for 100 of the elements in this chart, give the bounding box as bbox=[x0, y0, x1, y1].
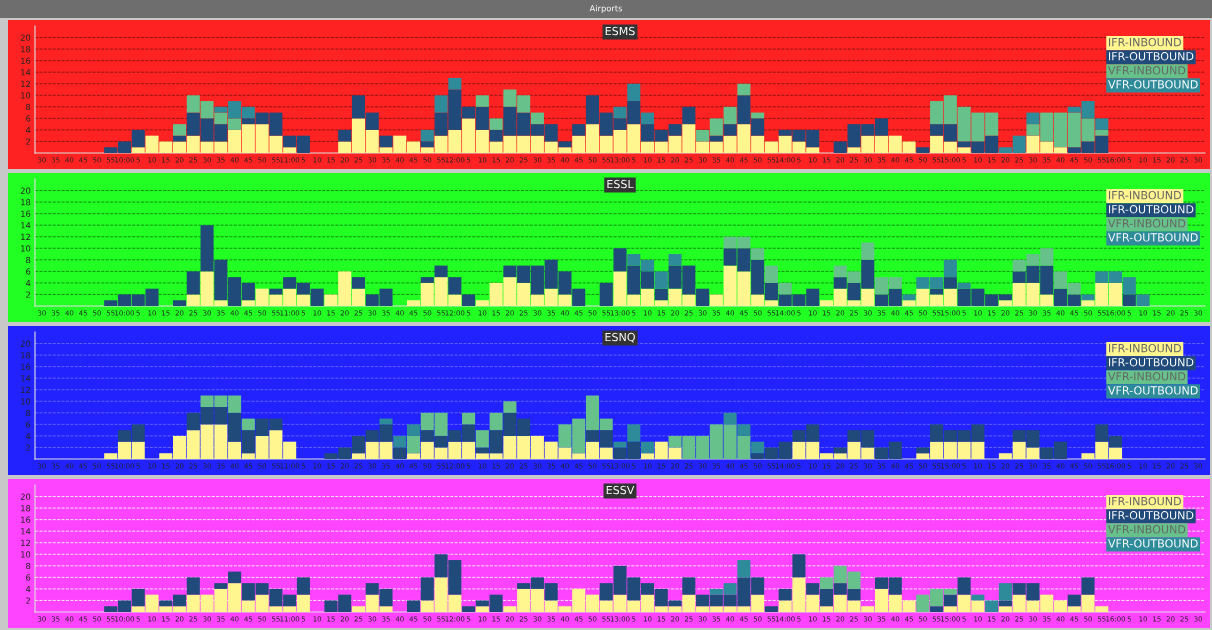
text: IFR-INBOUND bbox=[1109, 343, 1181, 353]
bar bbox=[462, 412, 476, 425]
bar bbox=[778, 282, 792, 295]
bar bbox=[475, 95, 489, 107]
bar bbox=[420, 141, 434, 148]
bar bbox=[489, 118, 503, 130]
y-tick-label: 2 bbox=[26, 291, 30, 298]
y-tick-label: 20 bbox=[20, 340, 31, 347]
bar bbox=[379, 135, 393, 148]
bar bbox=[462, 606, 476, 612]
text: VFR-INBOUND bbox=[1108, 66, 1186, 75]
bar bbox=[172, 124, 187, 136]
bar bbox=[902, 294, 916, 301]
bar bbox=[916, 147, 930, 153]
text: IFR-OUTBOUND bbox=[1109, 52, 1194, 61]
bar bbox=[406, 424, 421, 436]
bar bbox=[1136, 294, 1150, 306]
y-tick-label: 8 bbox=[26, 103, 31, 111]
bar bbox=[530, 112, 544, 125]
bar bbox=[640, 441, 655, 454]
text: IFR-OUTBOUND bbox=[1109, 205, 1194, 214]
y-tick-label: 8 bbox=[26, 562, 31, 570]
bar bbox=[751, 441, 765, 454]
y-tick-label: 12 bbox=[21, 233, 30, 240]
y-tick-label: 4 bbox=[25, 280, 31, 287]
y-tick-label: 16 bbox=[21, 516, 31, 523]
bar bbox=[1122, 294, 1136, 306]
bar bbox=[640, 112, 655, 125]
y-tick-label: 20 bbox=[20, 187, 31, 194]
bar bbox=[723, 412, 737, 425]
bar bbox=[943, 594, 957, 607]
bar bbox=[393, 435, 407, 448]
y-tick-label: 16 bbox=[21, 57, 31, 64]
y-tick-label: 10 bbox=[21, 92, 31, 99]
y-tick-label: 10 bbox=[21, 245, 31, 252]
y-tick-label: 6 bbox=[26, 115, 31, 122]
y-tick-label: 12 bbox=[21, 539, 30, 546]
bar bbox=[943, 277, 957, 289]
text: IFR-OUTBOUND bbox=[1109, 358, 1194, 367]
bar bbox=[737, 83, 751, 96]
bar bbox=[186, 577, 200, 595]
bar bbox=[338, 129, 352, 142]
y-tick-label: 2 bbox=[26, 138, 30, 145]
bar bbox=[228, 571, 242, 584]
bar bbox=[943, 259, 957, 278]
y-tick-label: 14 bbox=[21, 375, 31, 382]
bar bbox=[682, 577, 696, 595]
series-label: VFR-OUTBOUND bbox=[1108, 80, 1198, 89]
text: VFR-INBOUND bbox=[1108, 372, 1186, 381]
bar bbox=[448, 277, 462, 295]
y-tick-label: 18 bbox=[21, 46, 31, 53]
bar bbox=[723, 124, 737, 136]
text: IFR-OUTBOUND bbox=[1109, 511, 1194, 520]
bar bbox=[654, 288, 668, 301]
bar bbox=[998, 583, 1012, 601]
y-tick-label: 12 bbox=[21, 80, 30, 87]
chart-title: ESNQ bbox=[605, 332, 635, 343]
y-tick-label: 4 bbox=[25, 433, 31, 440]
bar bbox=[186, 271, 200, 295]
bar bbox=[1067, 594, 1081, 607]
text: VFR-INBOUND bbox=[1108, 525, 1186, 534]
text: IFR-INBOUND bbox=[1109, 37, 1181, 47]
y-tick-label: 6 bbox=[26, 268, 31, 275]
bar bbox=[957, 577, 971, 595]
text: Airports bbox=[589, 4, 623, 14]
bar bbox=[613, 441, 627, 448]
bar bbox=[406, 600, 421, 612]
bar bbox=[1095, 118, 1109, 130]
bar bbox=[861, 242, 875, 260]
bar bbox=[778, 588, 792, 601]
bar bbox=[682, 106, 696, 125]
y-tick-label: 6 bbox=[26, 421, 31, 428]
text: VFR-OUTBOUND bbox=[1108, 386, 1198, 395]
bar bbox=[393, 447, 407, 459]
bar bbox=[833, 447, 847, 454]
bar bbox=[737, 560, 751, 578]
bar bbox=[172, 300, 187, 306]
y-tick-label: 2 bbox=[26, 597, 30, 604]
y-tick-label: 12 bbox=[21, 386, 30, 393]
bar bbox=[613, 106, 627, 119]
bar bbox=[957, 282, 971, 289]
text: VFR-OUTBOUND bbox=[1108, 233, 1198, 242]
y-tick-label: 8 bbox=[26, 409, 31, 417]
bar bbox=[503, 401, 517, 413]
bar bbox=[751, 248, 765, 260]
y-tick-label: 4 bbox=[25, 127, 31, 134]
bar bbox=[475, 606, 489, 612]
y-tick-label: 18 bbox=[21, 199, 31, 206]
bar bbox=[434, 95, 448, 113]
bar bbox=[998, 600, 1012, 607]
bar bbox=[351, 277, 366, 289]
bar bbox=[489, 412, 503, 431]
bar bbox=[420, 277, 434, 283]
bar bbox=[448, 77, 462, 90]
bar bbox=[379, 418, 393, 425]
bar bbox=[599, 282, 613, 306]
bar bbox=[627, 83, 641, 102]
text: IFR-INBOUND bbox=[1109, 496, 1181, 506]
bar bbox=[1081, 577, 1095, 595]
bar bbox=[792, 554, 806, 578]
